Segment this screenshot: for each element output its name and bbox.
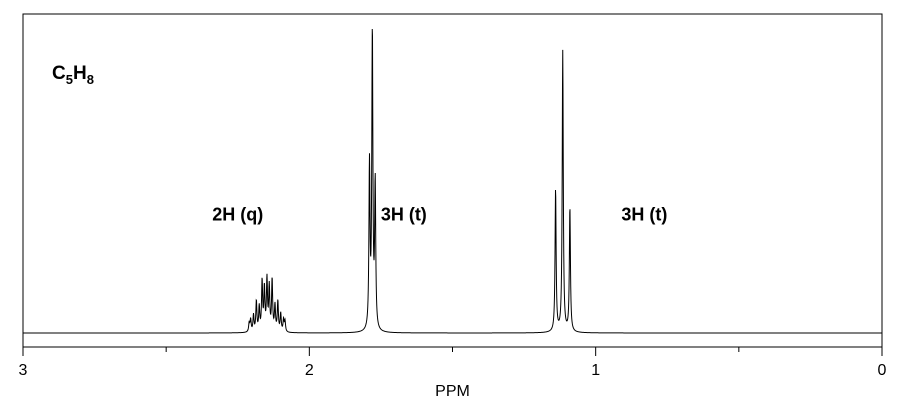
x-axis-title: PPM <box>435 383 470 400</box>
x-tick-label: 0 <box>878 362 887 379</box>
peak-annotations: 2H (q) 3H (t) 3H (t) <box>212 205 667 225</box>
spectrum-line <box>23 28 882 334</box>
molecular-formula: C5H8 <box>52 63 94 87</box>
x-axis-ticks: 3 2 1 0 <box>19 347 887 379</box>
peak-annotation: 3H (t) <box>381 205 427 225</box>
x-tick-label: 3 <box>19 362 28 379</box>
plot-frame <box>22 13 883 348</box>
peak-annotation: 3H (t) <box>621 205 667 225</box>
x-tick-label: 1 <box>591 362 600 379</box>
x-tick-label: 2 <box>305 362 314 379</box>
peak-annotation: 2H (q) <box>212 205 263 225</box>
